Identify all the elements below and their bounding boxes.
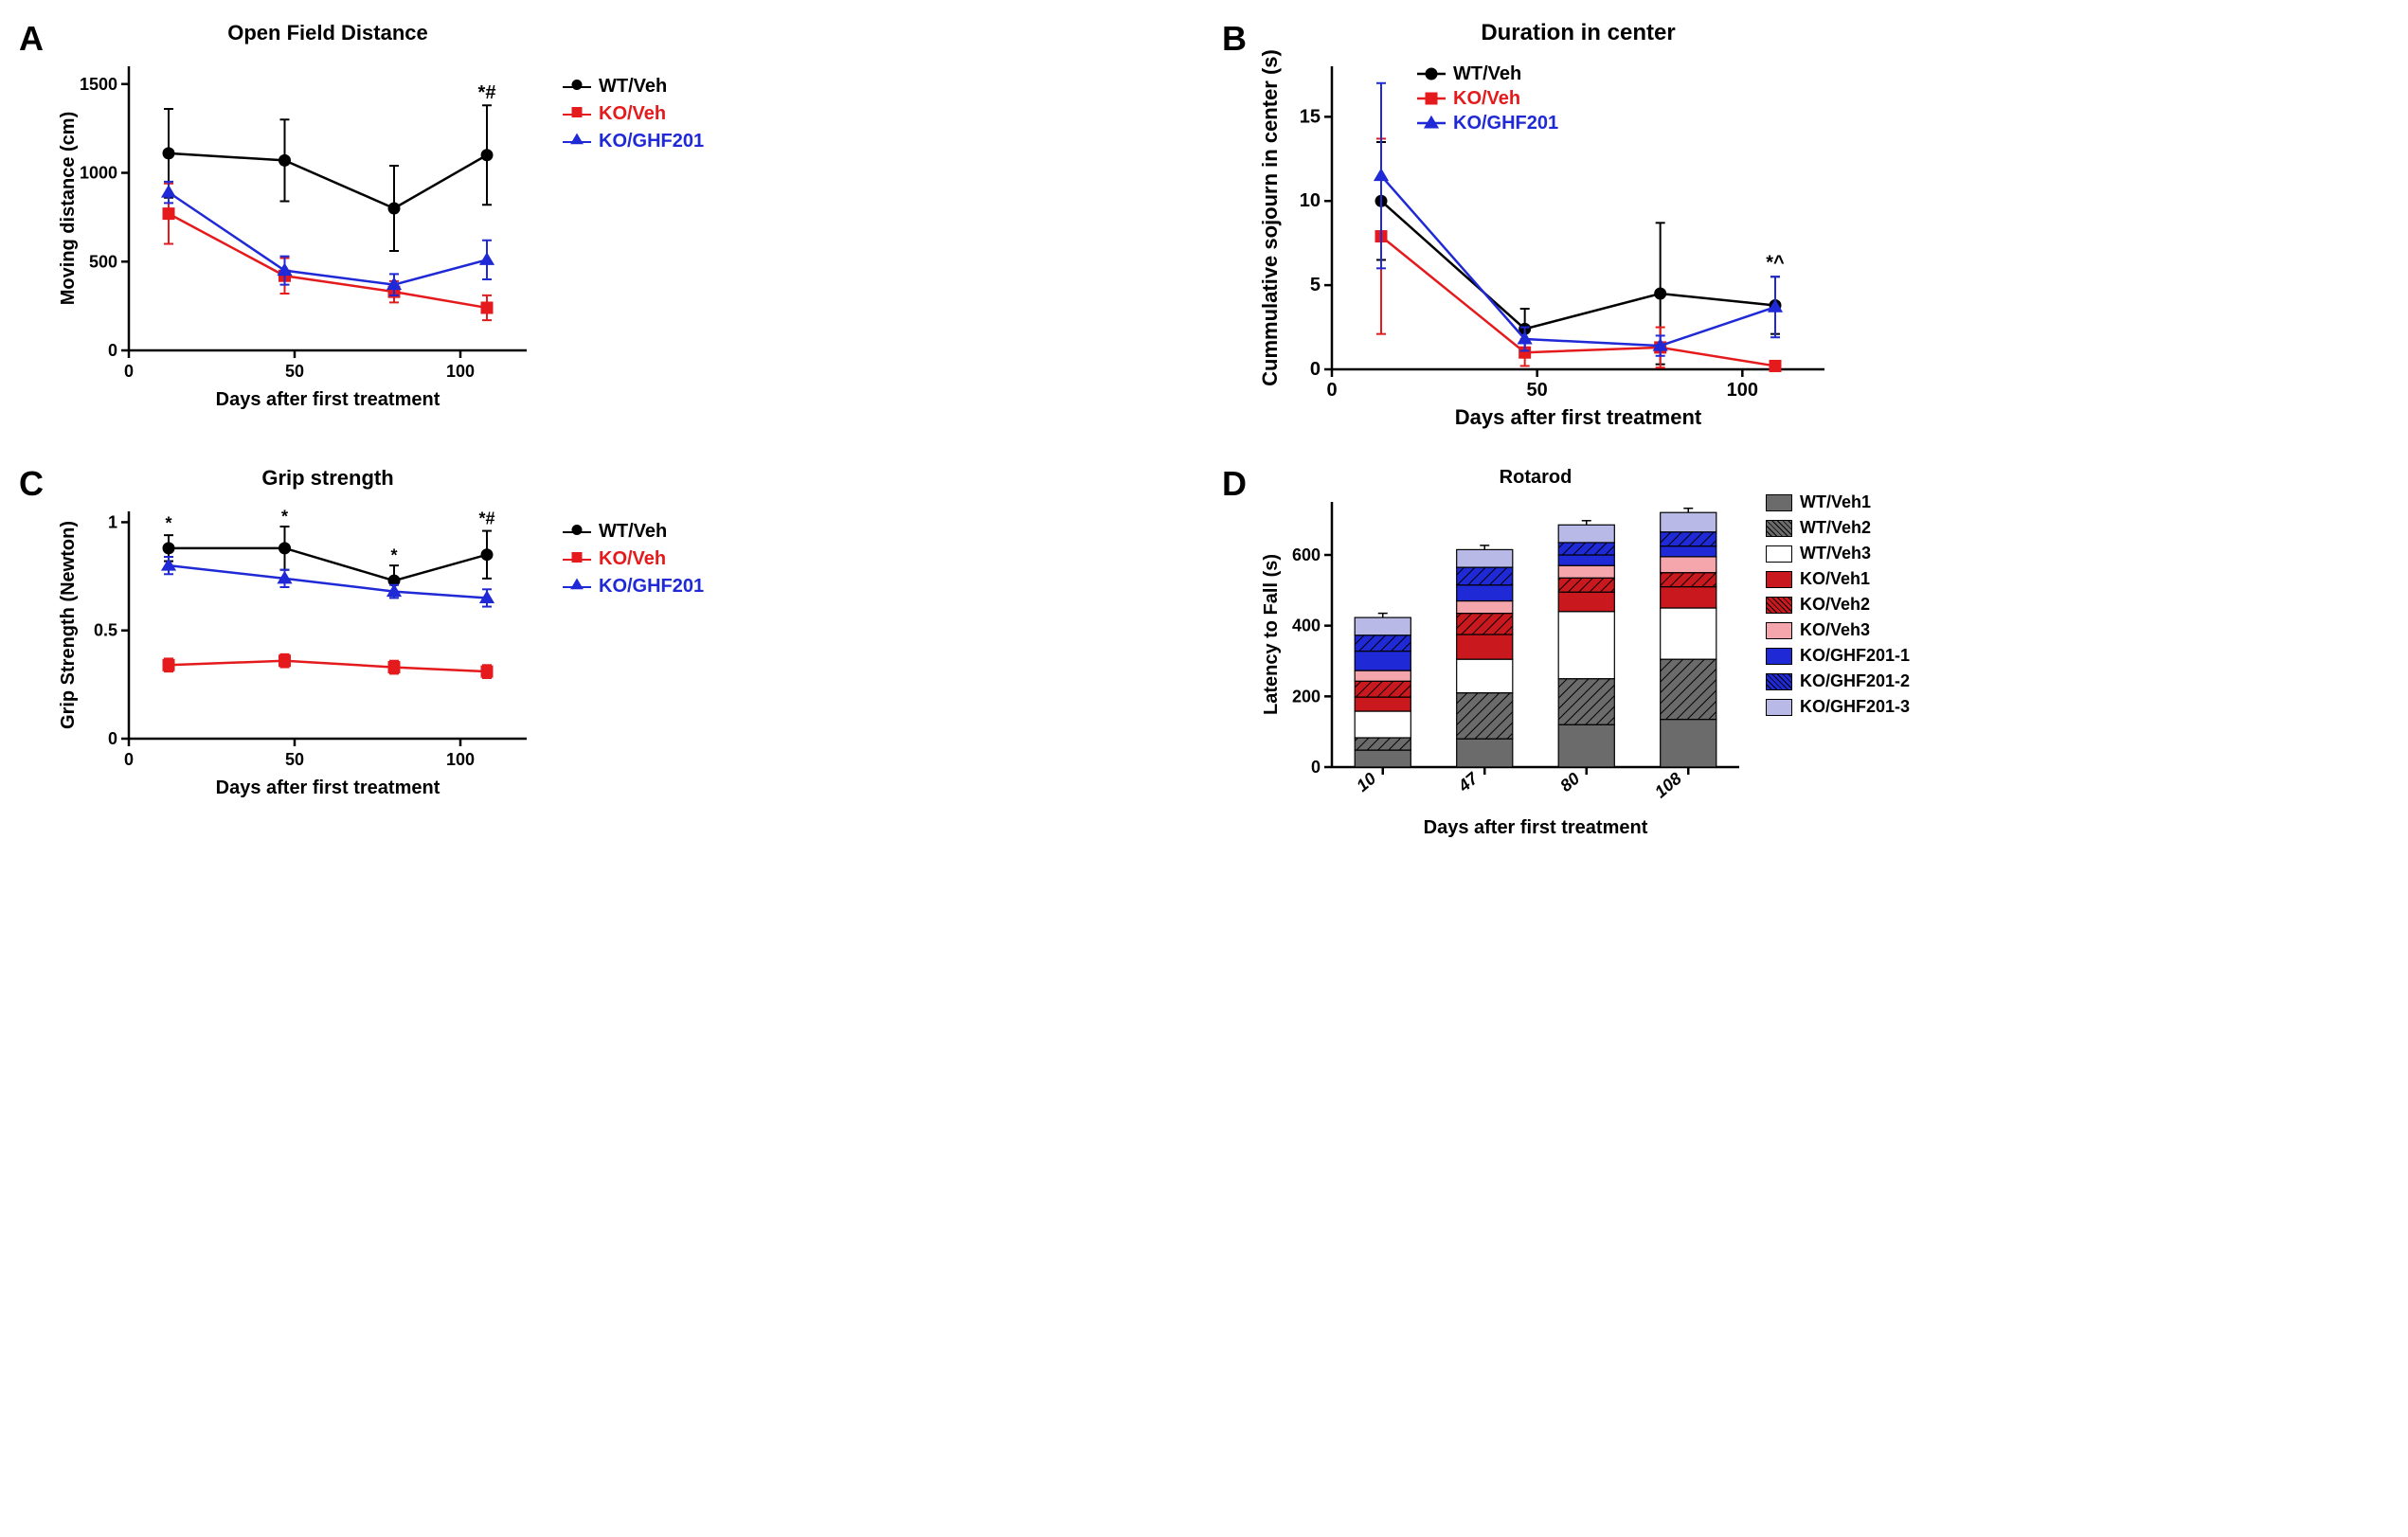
legend-item: KO/GHF201 <box>563 131 704 152</box>
svg-text:80: 80 <box>1556 769 1583 795</box>
legend-label: KO/Veh <box>599 103 666 125</box>
legend-d: WT/Veh1 WT/Veh2 WT/Veh3 KO/Veh1 KO/Veh2 KO/Ve… <box>1766 492 1910 723</box>
svg-text:108: 108 <box>1651 769 1685 802</box>
panel-letter-c: C <box>19 464 44 504</box>
svg-text:10: 10 <box>1353 769 1379 795</box>
legend-a: WT/Veh KO/Veh KO/GHF201 <box>563 76 704 158</box>
legend-c: WT/Veh KO/Veh KO/GHF201 <box>563 521 704 603</box>
figure-grid: A Open Field Distance050010001500050100D… <box>19 19 2387 843</box>
svg-text:1500: 1500 <box>80 75 117 94</box>
svg-text:600: 600 <box>1292 545 1321 564</box>
svg-text:50: 50 <box>285 750 304 769</box>
legend-label: WT/Veh2 <box>1800 518 1871 538</box>
chart-b: Duration in center 0 5 10 15 0 50 100 Days after… <box>1256 19 1843 436</box>
svg-text:Cummulative sojourn in center: Cummulative sojourn in center (s) <box>1258 49 1282 386</box>
svg-text:500: 500 <box>89 252 117 271</box>
svg-text:*: * <box>390 546 397 565</box>
svg-text:15: 15 <box>1300 106 1321 127</box>
legend-item: KO/GHF201 <box>563 576 704 598</box>
panel-b: B Duration in center 0 5 10 15 0 50 100 Days aft… <box>1222 19 2387 436</box>
panel-letter-a: A <box>19 19 44 59</box>
svg-text:0.5: 0.5 <box>94 621 117 640</box>
svg-text:Grip Strength (Newton): Grip Strength (Newton) <box>58 521 79 729</box>
legend-label: KO/GHF201-1 <box>1800 646 1910 666</box>
svg-text:0: 0 <box>1310 359 1321 380</box>
legend-label: KO/GHF201 <box>599 576 704 598</box>
svg-text:Duration in center: Duration in center <box>1481 20 1675 45</box>
svg-text:1: 1 <box>108 512 117 531</box>
svg-text:*: * <box>281 507 288 526</box>
legend-item: KO/GHF201-3 <box>1766 697 1910 717</box>
svg-text:200: 200 <box>1292 687 1321 706</box>
svg-text:50: 50 <box>285 362 304 381</box>
svg-text:1000: 1000 <box>80 164 117 183</box>
svg-text:Moving distance (cm): Moving distance (cm) <box>58 112 79 305</box>
svg-text:*^: *^ <box>1766 252 1785 273</box>
svg-text:Days after first treatment: Days after first treatment <box>1424 817 1648 838</box>
legend-item: KO/GHF201-2 <box>1766 671 1910 691</box>
panel-c: C Grip strength 0 0.5 1 0 50 100 Days after fir… <box>19 464 1184 843</box>
legend-item: KO/Veh2 <box>1766 595 1910 615</box>
svg-text:0: 0 <box>108 341 117 360</box>
svg-text:*#: *# <box>478 509 494 528</box>
svg-text:100: 100 <box>446 362 475 381</box>
legend-item: KO/Veh <box>563 103 704 125</box>
legend-item: KO/Veh1 <box>1766 569 1910 589</box>
legend-item: KO/Veh <box>563 548 704 570</box>
svg-text:0: 0 <box>124 362 134 381</box>
chart-d: Rotarod 0 200 400 600 Days after first treatm… <box>1256 464 1749 843</box>
svg-text:5: 5 <box>1310 275 1321 295</box>
panel-a: A Open Field Distance 0 500 1000 1500 0 50 100 D… <box>19 19 1184 436</box>
legend-item: WT/Veh1 <box>1766 492 1910 512</box>
legend-label: WT/Veh1 <box>1800 492 1871 512</box>
svg-text:Latency to Fall (s): Latency to Fall (s) <box>1261 554 1282 715</box>
svg-text:Rotarod: Rotarod <box>1500 467 1572 488</box>
legend-item: WT/Veh3 <box>1766 544 1910 563</box>
svg-text:0: 0 <box>108 729 117 748</box>
legend-label: KO/GHF201-2 <box>1800 671 1910 691</box>
svg-text:Days after first treatment: Days after first treatment <box>216 777 440 798</box>
svg-text:10: 10 <box>1300 190 1321 211</box>
svg-text:Grip strength: Grip strength <box>261 466 393 490</box>
svg-text:Days after first treatment: Days after first treatment <box>1455 405 1702 429</box>
legend-item: WT/Veh <box>563 76 704 98</box>
legend-label: WT/Veh <box>599 76 667 98</box>
panel-letter-b: B <box>1222 19 1247 59</box>
svg-text:0: 0 <box>1311 758 1321 777</box>
panel-letter-d: D <box>1222 464 1247 504</box>
svg-text:Open Field Distance: Open Field Distance <box>227 21 428 45</box>
svg-text:0: 0 <box>124 750 134 769</box>
legend-label: WT/Veh3 <box>1800 544 1871 563</box>
legend-label: KO/Veh1 <box>1800 569 1870 589</box>
svg-text:100: 100 <box>1727 380 1758 401</box>
legend-label: KO/GHF201 <box>599 131 704 152</box>
svg-text:100: 100 <box>446 750 475 769</box>
svg-text:400: 400 <box>1292 617 1321 635</box>
svg-text:KO/GHF201: KO/GHF201 <box>1453 113 1558 134</box>
svg-text:WT/Veh: WT/Veh <box>1453 63 1521 84</box>
svg-text:47: 47 <box>1454 768 1483 795</box>
legend-label: WT/Veh <box>599 521 667 543</box>
legend-label: KO/Veh3 <box>1800 620 1870 640</box>
svg-text:*#: *# <box>478 82 496 103</box>
legend-item: KO/GHF201-1 <box>1766 646 1910 666</box>
chart-c: Grip strength 0 0.5 1 0 50 100 Days after first… <box>53 464 546 805</box>
legend-label: KO/Veh <box>599 548 666 570</box>
legend-item: KO/Veh3 <box>1766 620 1910 640</box>
legend-item: WT/Veh <box>563 521 704 543</box>
legend-item: WT/Veh2 <box>1766 518 1910 538</box>
svg-text:*: * <box>165 513 171 532</box>
svg-text:KO/Veh: KO/Veh <box>1453 88 1520 109</box>
svg-text:0: 0 <box>1326 380 1337 401</box>
legend-label: KO/GHF201-3 <box>1800 697 1910 717</box>
chart-a: Open Field Distance 0 500 1000 1500 0 50 100 Day… <box>53 19 546 417</box>
panel-d: D Rotarod 0 200 400 600 Days after first trea… <box>1222 464 2387 843</box>
svg-text:50: 50 <box>1527 380 1548 401</box>
svg-text:Days after first treatment: Days after first treatment <box>216 389 440 410</box>
legend-label: KO/Veh2 <box>1800 595 1870 615</box>
